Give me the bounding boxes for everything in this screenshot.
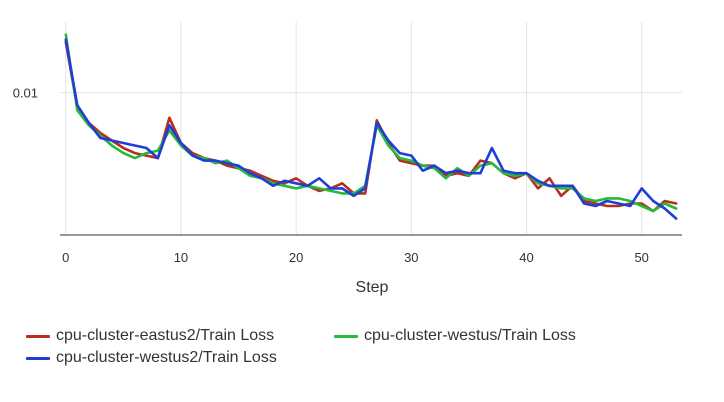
x-axis-title: Step	[356, 279, 389, 296]
series-layer	[64, 33, 678, 220]
x-tick-labels: 0 10 20 30 40 50	[62, 250, 649, 265]
x-gridlines	[65, 22, 643, 235]
x-tick-label: 20	[289, 250, 303, 265]
y-tick-labels: 0.01	[13, 86, 38, 101]
legend-item-westus2[interactable]: cpu-cluster-westus2/Train Loss	[26, 349, 277, 367]
legend-swatch-westus	[334, 334, 358, 338]
line-chart: 0 10 20 30 40 50 0.01 Step	[13, 22, 682, 296]
legend-item-westus[interactable]: cpu-cluster-westus/Train Loss	[334, 327, 576, 345]
legend-swatch-eastus2	[26, 334, 50, 338]
y-tick-label: 0.01	[13, 86, 38, 101]
x-tick-label: 0	[62, 250, 69, 265]
legend-label-eastus2: cpu-cluster-eastus2/Train Loss	[56, 327, 275, 344]
legend-label-westus: cpu-cluster-westus/Train Loss	[364, 327, 576, 344]
x-tick-label: 40	[519, 250, 533, 265]
x-tick-label: 10	[174, 250, 188, 265]
series-line-2	[64, 38, 678, 220]
legend-item-eastus2[interactable]: cpu-cluster-eastus2/Train Loss	[26, 327, 274, 345]
x-tick-label: 30	[404, 250, 418, 265]
legend-swatch-westus2	[26, 356, 50, 360]
legend-label-westus2: cpu-cluster-westus2/Train Loss	[56, 349, 277, 366]
series-line-1	[64, 33, 678, 213]
x-tick-label: 50	[634, 250, 648, 265]
series-line-0	[64, 40, 678, 213]
